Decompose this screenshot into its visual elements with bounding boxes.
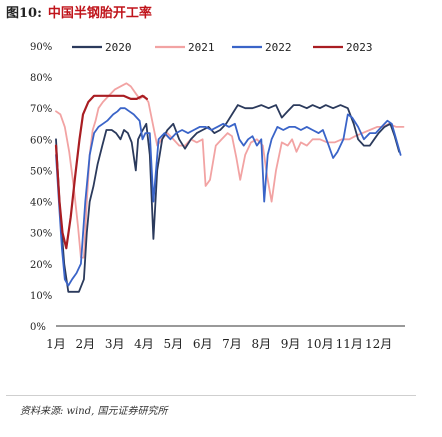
plot-area xyxy=(54,82,405,293)
figure-label: 图10: xyxy=(6,6,42,21)
series-line-2023 xyxy=(54,94,148,250)
legend-label-2023: 2023 xyxy=(346,41,373,54)
legend-label-2020: 2020 xyxy=(105,41,132,54)
y-axis: 0% 10% 20% 30% 40% 50% 60% 70% 80% 90% xyxy=(30,42,52,333)
y-tick-label: 20% xyxy=(30,260,52,271)
series-line-2022 xyxy=(55,107,402,287)
y-tick-label: 40% xyxy=(30,198,52,209)
x-tick-label: 7月 xyxy=(222,337,242,351)
y-tick-label: 0% xyxy=(30,322,46,333)
x-axis: 1月 2月 3月 4月 5月 6月 7月 8月 9月 10月 11月 12月 xyxy=(46,325,405,351)
x-tick-label: 1月 xyxy=(46,337,66,351)
y-tick-label: 80% xyxy=(30,73,52,84)
source-note: 资料来源: wind, 国元证券研究所 xyxy=(20,406,168,417)
x-tick-label: 11月 xyxy=(336,337,363,351)
legend-label-2022: 2022 xyxy=(265,41,292,54)
y-tick-label: 10% xyxy=(30,291,52,302)
y-tick-label: 70% xyxy=(30,104,52,115)
series-line-2020 xyxy=(55,104,400,293)
legend-label-2021: 2021 xyxy=(188,41,215,54)
chart-legend: 2020 2021 2022 2023 xyxy=(72,41,373,54)
y-tick-label: 60% xyxy=(30,135,52,146)
source-divider xyxy=(6,395,416,396)
x-tick-label: 2月 xyxy=(76,337,96,351)
y-tick-label: 50% xyxy=(30,166,52,177)
y-tick-label: 90% xyxy=(30,42,52,53)
x-tick-label: 3月 xyxy=(105,337,125,351)
x-tick-label: 12月 xyxy=(365,337,392,351)
x-tick-label: 10月 xyxy=(306,337,333,351)
x-tick-label: 5月 xyxy=(163,337,183,351)
series-line-2021 xyxy=(55,82,405,259)
x-tick-label: 4月 xyxy=(134,337,154,351)
figure-title: 图10: 中国半钢胎开工率 xyxy=(6,2,152,21)
x-tick-label: 8月 xyxy=(251,337,271,351)
x-tick-label: 6月 xyxy=(193,337,213,351)
x-tick-label: 9月 xyxy=(281,337,301,351)
y-tick-label: 30% xyxy=(30,229,52,240)
figure-title-text: 中国半钢胎开工率 xyxy=(47,6,152,21)
